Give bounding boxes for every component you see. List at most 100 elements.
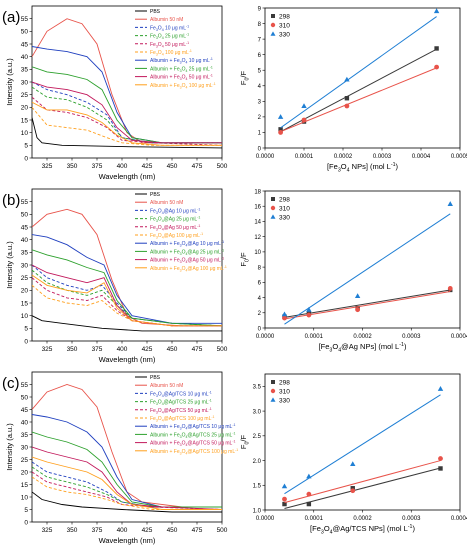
y-tick-label: 55 — [21, 16, 29, 23]
x-axis-label: Wavelength (nm) — [99, 536, 156, 545]
x-tick-label: 500 — [217, 527, 228, 534]
data-point — [277, 114, 284, 119]
legend-entry: Albumin + Fe3O4 25 μg mL-1 — [150, 65, 213, 73]
x-axis-label: [Fe3O4 NPs] (mol L-1) — [327, 162, 399, 173]
data-point — [282, 496, 287, 502]
panel-label: (c) — [2, 375, 20, 392]
y-tick-label: 25 — [21, 457, 29, 464]
y-tick-label: 15 — [21, 482, 29, 489]
legend-marker — [271, 380, 275, 384]
y-tick-label: 30 — [21, 444, 29, 451]
legend-entry: Albumin + Fe3O4@Ag/TCS 25 μg mL-1 — [150, 431, 236, 439]
y-tick-label: 0 — [258, 326, 262, 332]
fit-line — [280, 48, 437, 133]
legend-entry: Albumin + Fe3O4@Ag 50 μg mL-1 — [150, 257, 224, 265]
y-tick-label: 10 — [21, 494, 29, 501]
y-tick-label: 5 — [24, 143, 28, 150]
legend-entry: Fe3O4 100 μg mL-1 — [150, 49, 192, 57]
y-tick-label: 2.0 — [253, 459, 262, 465]
spectrum-line — [32, 414, 222, 508]
legend-marker — [270, 205, 276, 211]
y-tick-label: 50 — [21, 212, 29, 219]
x-tick-label: 0.0002 — [334, 154, 353, 160]
y-axis-label: F0/F — [239, 70, 250, 85]
fit-line — [284, 289, 451, 318]
legend-entry: Albumin 50 nM — [150, 17, 183, 23]
x-tick-label: 0.0003 — [373, 154, 392, 160]
y-tick-label: 0 — [258, 146, 262, 152]
data-point — [306, 473, 312, 479]
spectrum-line — [32, 81, 222, 144]
y-tick-label: 45 — [21, 224, 29, 231]
data-point — [434, 46, 439, 51]
stern-volmer-plot: 0.0000 0.0001 0.0002 0.0003 0.0004 1.0 1.5 2.0 2… — [239, 373, 467, 535]
y-tick-label: 50 — [21, 29, 29, 36]
fit-line — [280, 67, 437, 133]
x-tick-label: 425 — [142, 346, 153, 353]
x-tick-label: 400 — [117, 163, 128, 170]
data-point — [344, 96, 350, 101]
legend-entry: 310 — [279, 22, 290, 29]
panel-label: (b) — [2, 192, 20, 209]
fit-line — [284, 290, 451, 320]
legend-entry: Albumin + Fe3O4 10 μg mL-1 — [150, 57, 213, 64]
spectrum-line — [32, 107, 222, 146]
x-tick-label: 0.0001 — [305, 516, 324, 522]
y-tick-label: 25 — [21, 275, 29, 282]
legend-entry: 310 — [279, 205, 290, 212]
y-tick-label: 55 — [21, 199, 29, 206]
x-tick-label: 0.0001 — [305, 334, 324, 340]
x-tick-label: 0.0002 — [353, 334, 372, 340]
legend-entry: 310 — [279, 388, 290, 395]
legend-entry: 330 — [279, 31, 290, 38]
legend-entry: Albumin 50 nM — [150, 383, 183, 389]
legend-marker — [270, 397, 276, 402]
y-tick-label: 40 — [21, 419, 29, 426]
legend-entry: PBS — [150, 9, 161, 15]
x-tick-label: 375 — [92, 346, 103, 353]
y-tick-label: 4 — [258, 296, 262, 302]
spectrum-line — [32, 101, 222, 146]
spectrum-line — [32, 384, 222, 508]
legend-entry: Albumin 50 nM — [150, 200, 183, 206]
x-tick-label: 0.0004 — [412, 154, 431, 160]
y-tick-label: 5 — [24, 507, 28, 514]
y-tick-label: 0 — [24, 519, 28, 526]
y-axis-label: F0/F — [239, 434, 250, 449]
y-tick-label: 55 — [21, 382, 29, 389]
x-tick-label: 0.0000 — [256, 516, 275, 522]
x-tick-label: 475 — [192, 346, 203, 353]
legend-entry: Albumin + Fe3O4 100 μg mL-1 — [150, 82, 216, 90]
x-tick-label: 425 — [142, 527, 153, 534]
x-tick-label: 350 — [67, 163, 78, 170]
spectrum-line — [32, 249, 222, 327]
y-axis-label: Intensity (a.u.) — [5, 241, 14, 289]
legend-entry: Albumin + Fe3O4@Ag/TCS 10 μg mL-1 — [150, 423, 236, 431]
spectrum-line — [32, 274, 222, 327]
y-tick-label: 8 — [258, 265, 262, 271]
data-point — [344, 103, 350, 109]
legend-marker — [270, 22, 276, 28]
data-point — [306, 501, 312, 507]
x-tick-label: 0.0004 — [451, 334, 467, 340]
spectrum-line — [32, 456, 222, 510]
y-tick-label: 35 — [21, 432, 29, 439]
data-point — [437, 386, 444, 391]
data-point — [306, 491, 312, 497]
legend-marker — [270, 31, 276, 36]
y-tick-label: 0 — [24, 155, 28, 162]
stern-volmer-plot: 0.0000 0.0001 0.0002 0.0003 0.0004 0 2 4 6 8 10 12 1… — [239, 189, 467, 353]
x-tick-label: 325 — [42, 346, 53, 353]
fit-line — [284, 213, 451, 325]
y-axis-label: F0/F — [239, 252, 250, 267]
y-tick-label: 8 — [258, 22, 262, 28]
spectrum-line — [32, 117, 222, 149]
x-tick-label: 0.0004 — [451, 516, 467, 522]
legend-entry: Fe3O4 25 μg mL-1 — [150, 33, 189, 41]
x-tick-label: 0.0003 — [402, 334, 421, 340]
y-tick-label: 35 — [21, 67, 29, 74]
x-tick-label: 0.0002 — [353, 516, 372, 522]
